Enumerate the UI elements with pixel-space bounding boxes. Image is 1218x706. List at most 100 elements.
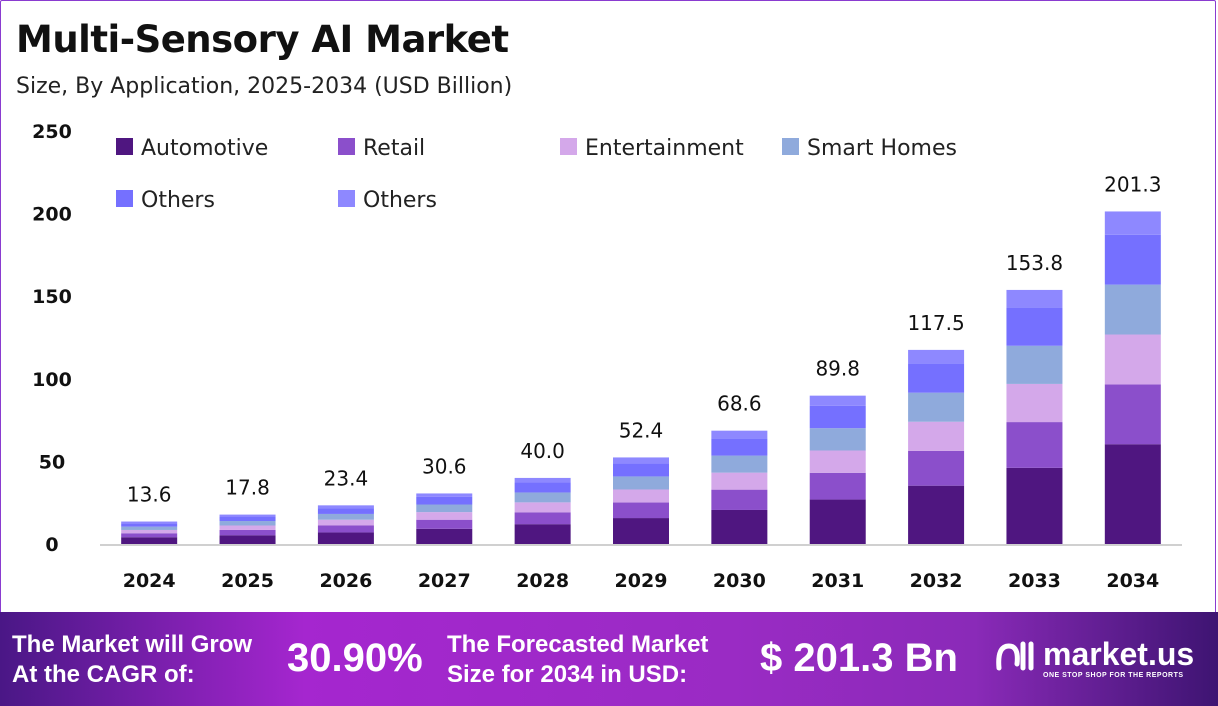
bar-segment-others — [1104, 234, 1161, 285]
bar-segment-smart-homes — [317, 513, 374, 520]
y-tick-label: 50 — [39, 451, 65, 473]
data-label: 40.0 — [520, 439, 565, 463]
stacked-bar-chart: 0 50 100 150 200 250 13.6 2024 17.8 2025 23.4 2026 3… — [32, 121, 1182, 592]
data-label: 68.6 — [717, 392, 762, 416]
legend-label: Entertainment — [585, 136, 744, 161]
bar-segment-retail — [1006, 422, 1063, 468]
x-tick-label: 2033 — [1008, 570, 1061, 592]
legend-swatch — [560, 138, 577, 155]
y-tick-label: 150 — [32, 286, 72, 308]
bar-segment-smart-homes — [908, 392, 965, 422]
bar-segment-automotive — [1104, 444, 1161, 544]
bar-segment-others — [219, 516, 276, 522]
bar-segment-automotive — [711, 509, 768, 544]
bar-segment-entertainment — [613, 489, 669, 503]
bar-segment-automotive — [908, 485, 965, 544]
bar-segment-entertainment — [711, 472, 768, 490]
bar-segment-automotive — [317, 532, 374, 544]
bar-segment-others — [121, 523, 178, 527]
legend-swatch — [338, 190, 355, 207]
legend-label: Others — [141, 188, 215, 213]
legend-label: Smart Homes — [807, 136, 957, 161]
legend-swatch — [116, 138, 133, 155]
bar-segment-others — [1104, 211, 1161, 235]
bar-segment-automotive — [514, 524, 571, 544]
bar-segment-smart-homes — [613, 476, 669, 490]
bar-segment-others — [809, 395, 866, 406]
bar-segment-entertainment — [908, 421, 965, 451]
bar-segment-automotive — [121, 537, 178, 544]
bar-segment-smart-homes — [416, 504, 473, 513]
bar-segment-others — [514, 482, 571, 493]
y-tick-label: 0 — [45, 534, 58, 556]
bar-segment-retail — [908, 450, 965, 486]
x-tick-label: 2029 — [615, 570, 668, 592]
bar-segment-smart-homes — [711, 455, 768, 473]
bar-segment-others — [711, 438, 768, 456]
forecast-label-line2: Size for 2034 in USD: — [447, 661, 688, 688]
data-label: 23.4 — [324, 466, 369, 490]
bar-segment-smart-homes — [1104, 284, 1161, 335]
bar-segment-others — [908, 349, 965, 364]
legend-swatch — [116, 190, 133, 207]
bar-segment-others — [1006, 289, 1063, 308]
legend-label: Retail — [363, 136, 425, 161]
bar-segment-others — [121, 521, 178, 524]
market-us-logo[interactable]: market.us ONE STOP SHOP FOR THE REPORTS — [995, 636, 1194, 683]
bar-segment-entertainment — [1104, 334, 1161, 385]
bar-segment-others — [317, 508, 374, 514]
bar-segment-others — [1006, 307, 1063, 346]
logo-icon — [996, 641, 1034, 671]
bar-segment-smart-homes — [809, 428, 866, 451]
bar-segment-retail — [317, 525, 374, 533]
logo-tagline: ONE STOP SHOP FOR THE REPORTS — [1043, 672, 1184, 679]
x-tick-label: 2027 — [418, 570, 471, 592]
bar-segment-entertainment — [121, 529, 178, 534]
bar-segment-smart-homes — [121, 526, 178, 530]
bar-segment-smart-homes — [219, 521, 276, 526]
bar-segment-others — [219, 514, 276, 517]
bar-segment-automotive — [1006, 467, 1063, 544]
legend-label: Others — [363, 188, 437, 213]
bar-segment-automotive — [219, 535, 276, 544]
data-label: 52.4 — [619, 418, 664, 442]
bar-segment-entertainment — [317, 519, 374, 526]
forecast-value: $ 201.3 Bn — [760, 636, 958, 680]
bar-segment-others — [416, 493, 473, 497]
x-tick-label: 2030 — [713, 570, 766, 592]
data-label: 201.3 — [1104, 172, 1161, 196]
forecast-label-line1: The Forecasted Market — [447, 631, 709, 658]
bar-segment-smart-homes — [1006, 345, 1063, 384]
bar-segment-entertainment — [416, 512, 473, 520]
x-tick-label: 2025 — [221, 570, 274, 592]
bar-segment-retail — [219, 529, 276, 536]
bar-segment-retail — [1104, 384, 1161, 445]
legend-swatch — [338, 138, 355, 155]
x-tick-label: 2028 — [516, 570, 569, 592]
bar-segment-automotive — [809, 499, 866, 544]
legend-swatch — [782, 138, 799, 155]
bar-segment-retail — [121, 533, 178, 538]
bar-segment-entertainment — [809, 450, 866, 473]
bar-segment-retail — [809, 472, 866, 500]
cagr-label-line2: At the CAGR of: — [12, 661, 195, 688]
y-tick-label: 200 — [32, 204, 72, 226]
cagr-label: The Market will Grow At the CAGR of: — [12, 630, 252, 690]
data-label: 30.6 — [422, 454, 467, 478]
y-tick-label: 100 — [32, 369, 72, 391]
x-tick-label: 2026 — [319, 570, 372, 592]
forecast-label: The Forecasted Market Size for 2034 in US… — [447, 630, 708, 690]
bar-segment-retail — [416, 519, 473, 529]
y-tick-label: 250 — [32, 121, 72, 143]
bar-segment-others — [613, 457, 669, 464]
bar-segment-entertainment — [514, 502, 571, 513]
bar-segment-entertainment — [1006, 383, 1063, 423]
bar-segment-others — [809, 405, 866, 429]
legend-label: Automotive — [141, 136, 268, 161]
cagr-label-line1: The Market will Grow — [12, 631, 253, 658]
data-label: 117.5 — [907, 311, 964, 335]
bar-segment-retail — [613, 502, 669, 519]
x-tick-label: 2032 — [910, 570, 963, 592]
bar-segment-entertainment — [219, 525, 276, 530]
logo-name: market.us — [1043, 636, 1195, 672]
